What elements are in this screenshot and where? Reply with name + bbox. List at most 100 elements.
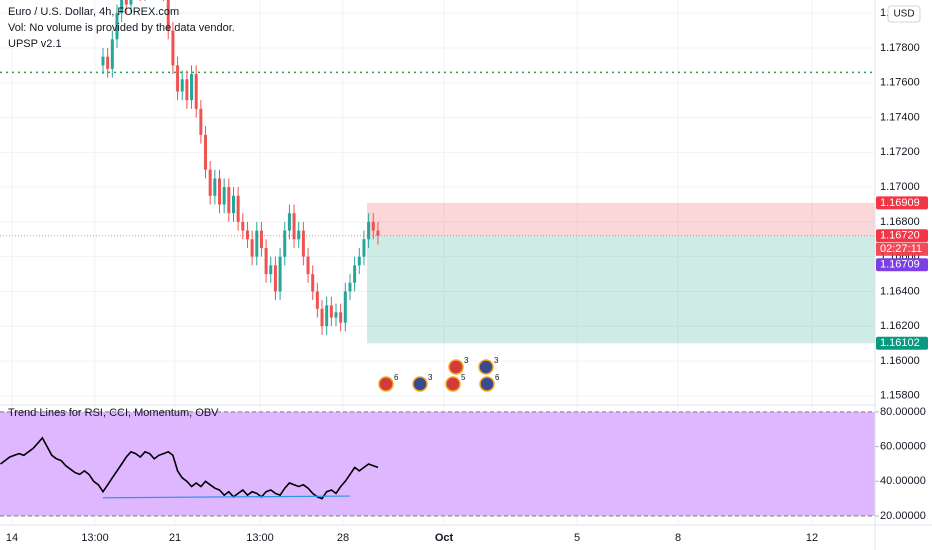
candle-body — [199, 108, 203, 135]
stop-zone — [367, 202, 875, 236]
price-tick-label: 1.15800 — [880, 390, 920, 402]
candle-body — [120, 0, 124, 14]
price-tick-label: 1.17600 — [880, 77, 920, 89]
candle-body — [273, 265, 277, 292]
candle-body — [306, 256, 310, 275]
event-count: 3 — [464, 356, 469, 365]
candle-body — [227, 187, 231, 214]
event-count: 6 — [394, 373, 399, 382]
candle-body — [208, 169, 212, 196]
candle-body — [171, 30, 175, 66]
price-tick-label: 1.17000 — [880, 181, 920, 193]
symbol-title: Euro / U.S. Dollar, 4h, FOREX.com — [8, 6, 179, 18]
indicator-tick-label: 60.00000 — [880, 441, 926, 453]
price-tick-label: 1.16800 — [880, 216, 920, 228]
candle-body — [166, 0, 170, 31]
candle-body — [283, 230, 287, 257]
candle-body — [348, 282, 352, 292]
candle-body — [110, 39, 114, 69]
candle-body — [204, 134, 208, 170]
candle-body — [292, 213, 296, 240]
price-badge — [876, 336, 928, 350]
candle-body — [176, 65, 180, 92]
candle-body — [367, 221, 371, 240]
countdown-badge — [876, 242, 928, 256]
candle-body — [301, 230, 305, 257]
candle-body — [124, 0, 128, 5]
candle-body — [194, 74, 198, 109]
event-count: 3 — [428, 373, 433, 382]
time-label: 28 — [337, 532, 349, 544]
time-label: Oct — [435, 532, 454, 544]
price-badge-label: 1.16709 — [880, 259, 920, 271]
price-tick-label: 1.17800 — [880, 42, 920, 54]
candle-body — [255, 230, 259, 257]
candle-body — [329, 305, 333, 318]
time-label: 12 — [806, 532, 818, 544]
target-zone — [367, 235, 875, 344]
candle-body — [185, 79, 189, 101]
candle-body — [190, 74, 194, 101]
price-tick-label: 1.17400 — [880, 111, 920, 123]
time-label: 21 — [169, 532, 181, 544]
candle-body — [287, 213, 291, 231]
candle-body — [236, 195, 240, 222]
candle-body — [343, 291, 347, 323]
price-tick-label: 1.16200 — [880, 320, 920, 332]
candle-body — [101, 56, 105, 66]
currency-box — [887, 5, 921, 23]
price-badge — [876, 196, 928, 210]
candle-body — [325, 305, 329, 327]
candle-body — [357, 256, 361, 266]
volume-note: Vol: No volume is provided by the data v… — [8, 22, 235, 34]
candle-body — [231, 195, 235, 214]
candle-body — [115, 13, 119, 40]
indicator-title: Trend Lines for RSI, CCI, Momentum, OBV — [8, 407, 219, 419]
currency: USD — [893, 9, 914, 20]
candle-body — [218, 178, 221, 205]
candle-body — [106, 56, 110, 69]
time-label: 13:00 — [81, 532, 109, 544]
time-label: 5 — [574, 532, 580, 544]
price-tick-label: 1.16400 — [880, 285, 920, 297]
candle-body — [269, 265, 273, 275]
candle-body — [264, 247, 268, 275]
event-icon — [448, 359, 464, 375]
candle-body — [334, 312, 338, 318]
candle-body — [315, 291, 319, 309]
event-icon — [378, 376, 394, 392]
time-label: 8 — [675, 532, 681, 544]
event-count: 5 — [461, 373, 466, 382]
indicator-tick-label: 40.00000 — [880, 475, 926, 487]
price-badge — [876, 229, 928, 243]
event-icon — [445, 376, 461, 392]
candle-body — [320, 308, 324, 327]
time-label: 13:00 — [246, 532, 274, 544]
rsi-band — [0, 411, 875, 516]
candle-body — [213, 178, 217, 196]
event-icon — [479, 376, 495, 392]
candle-body — [250, 239, 254, 257]
candle-body — [311, 274, 315, 292]
price-badge-label: 1.16909 — [880, 197, 920, 209]
countdown: 02:27:11 — [880, 243, 922, 255]
event-count: 6 — [495, 373, 500, 382]
candle-body — [297, 230, 301, 240]
candle-body — [376, 230, 380, 236]
candle-body — [278, 256, 282, 292]
candle-body — [259, 230, 263, 248]
indicator-tick-label: 80.00000 — [880, 406, 926, 418]
candle-body — [339, 312, 343, 323]
price-badge-label: 1.16102 — [880, 337, 920, 349]
price-tick-label: 1.17200 — [880, 146, 920, 158]
event-icon — [412, 376, 428, 392]
price-badge-label: 1.16720 — [880, 230, 920, 242]
indicator-name: UPSP v2.1 — [8, 38, 62, 50]
candle-body — [180, 79, 184, 92]
price-badge — [876, 258, 928, 272]
candle-body — [241, 221, 245, 231]
time-label: 14 — [6, 532, 18, 544]
candle-body — [245, 230, 249, 240]
rsi-line — [0, 436, 379, 500]
candle-body — [371, 221, 375, 231]
